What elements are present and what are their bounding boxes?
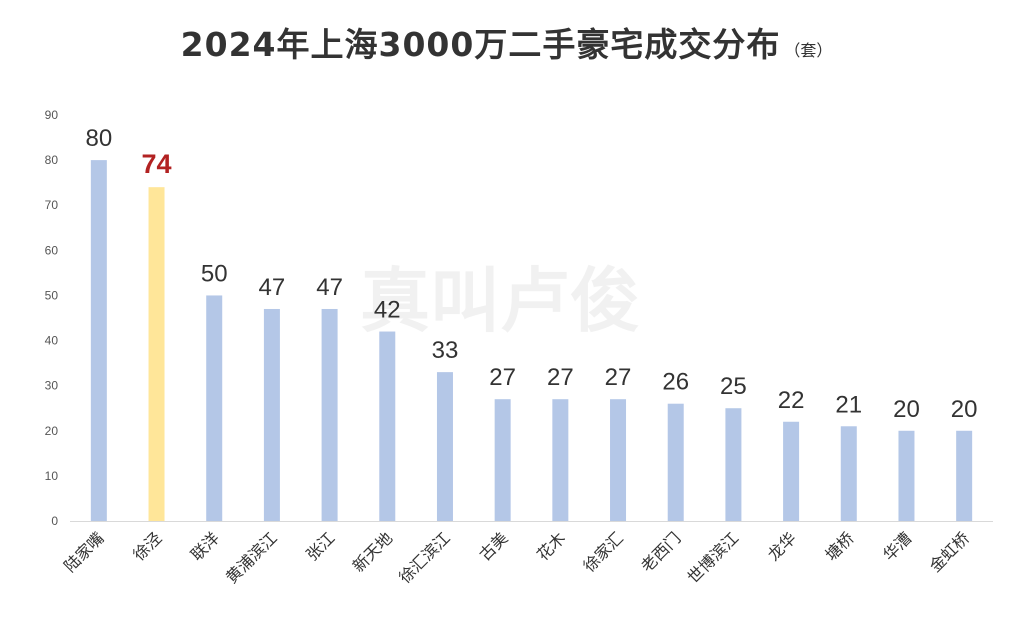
category-label: 塘桥: [822, 528, 858, 564]
y-tick-label: 80: [45, 153, 59, 167]
y-tick-label: 20: [45, 424, 59, 438]
category-label: 陆家嘴: [60, 528, 107, 575]
y-tick-label: 70: [45, 198, 59, 212]
bar: [436, 372, 453, 521]
value-label: 27: [489, 364, 516, 391]
y-tick-label: 0: [51, 514, 58, 528]
category-label: 金虹桥: [926, 528, 973, 575]
value-label: 20: [951, 396, 978, 423]
value-label: 27: [605, 364, 632, 391]
y-tick-label: 10: [45, 469, 59, 483]
watermark-text: 真叫卢俊: [360, 260, 640, 342]
value-label: 27: [547, 364, 574, 391]
value-label: 47: [316, 274, 343, 301]
chart-title-block: 2024年上海3000万二手豪宅成交分布 （套）: [0, 18, 1013, 66]
value-label: 22: [778, 387, 805, 414]
bar: [667, 403, 684, 521]
category-label: 花木: [533, 528, 569, 564]
bar: [206, 295, 223, 521]
category-label: 张江: [302, 528, 338, 564]
value-labels-group: 80 74 50 47 47 42 33 27 27 27 26 25 22 21 20 20: [85, 125, 977, 423]
value-label: 47: [259, 274, 286, 301]
value-label: 42: [374, 297, 401, 324]
bar: [263, 308, 280, 521]
value-label: 26: [662, 369, 689, 396]
y-tick-label: 40: [45, 334, 59, 348]
bar: [610, 399, 627, 521]
category-label: 新天地: [349, 528, 396, 575]
y-axis: 0 10 20 30 40 50 60 70 80 90: [45, 108, 59, 528]
category-label: 龙华: [764, 528, 800, 564]
bar: [552, 399, 569, 521]
bar: [494, 399, 511, 521]
y-tick-label: 60: [45, 243, 59, 257]
bar: [379, 331, 396, 521]
value-label: 74: [142, 149, 172, 179]
y-tick-label: 30: [45, 379, 59, 393]
category-label: 徐家汇: [579, 528, 626, 575]
y-tick-label: 50: [45, 288, 59, 302]
value-label: 25: [720, 373, 747, 400]
bar: [725, 408, 742, 521]
category-label: 联洋: [187, 528, 223, 564]
bar: [321, 308, 338, 521]
value-label: 21: [835, 391, 862, 418]
category-label: 徐泾: [129, 528, 165, 564]
category-label: 古美: [475, 528, 511, 564]
bar-highlight: [148, 187, 165, 521]
value-label: 33: [432, 337, 459, 364]
bar: [956, 430, 973, 521]
bars-group: [90, 160, 973, 521]
category-label: 黄浦滨江: [222, 528, 281, 587]
category-label: 徐汇滨江: [395, 528, 454, 587]
category-label: 华漕: [879, 528, 915, 564]
bar: [783, 421, 800, 521]
category-label: 世博滨江: [684, 528, 743, 587]
bar: [840, 426, 857, 521]
bar: [90, 160, 107, 521]
chart-title: 2024年上海3000万二手豪宅成交分布: [180, 25, 781, 64]
category-label: 老西门: [637, 528, 684, 575]
value-label: 80: [85, 125, 112, 152]
y-tick-label: 90: [45, 108, 59, 122]
chart-unit: （套）: [784, 41, 833, 60]
bar: [898, 430, 915, 521]
value-label: 50: [201, 260, 228, 287]
value-label: 20: [893, 396, 920, 423]
